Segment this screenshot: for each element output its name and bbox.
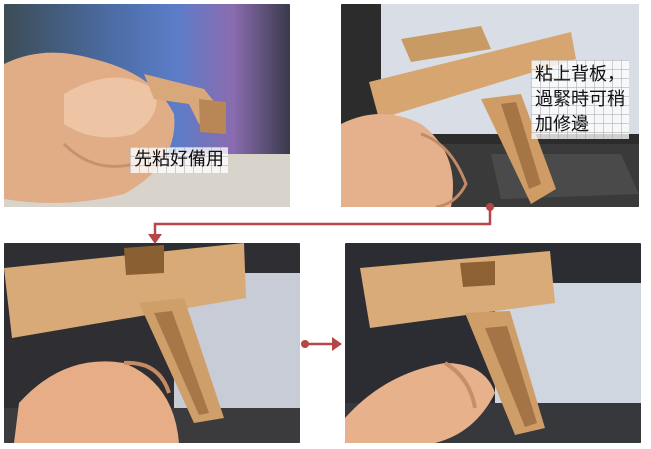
flow-arrow-icon bbox=[148, 203, 494, 244]
step-2-caption: 粘上背板， 過緊時可稍 加修邊 bbox=[531, 60, 629, 139]
step-2-caption-line-2: 過緊時可稍 bbox=[535, 89, 625, 110]
step-1-caption-text: 先粘好備用 bbox=[134, 149, 224, 170]
step-2-caption-line-3: 加修邊 bbox=[535, 114, 589, 135]
flow-arrow-icon bbox=[301, 337, 342, 351]
step-1-photo bbox=[4, 4, 290, 207]
step-4-photo bbox=[345, 243, 641, 443]
step-2-caption-line-1: 粘上背板， bbox=[535, 64, 625, 85]
step-3-photo bbox=[4, 243, 300, 443]
step-1-caption: 先粘好備用 bbox=[130, 147, 228, 173]
